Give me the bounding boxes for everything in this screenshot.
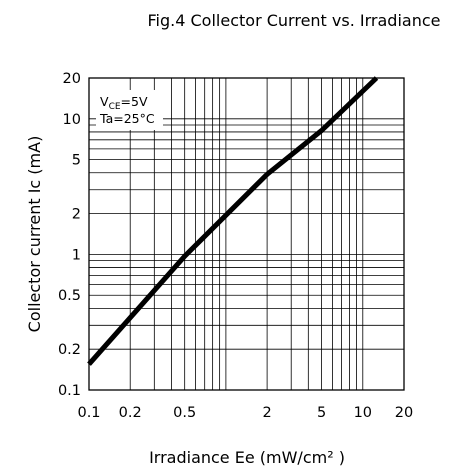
x-tick-label: 0.1 xyxy=(77,405,100,421)
y-tick-label: 0.2 xyxy=(58,342,81,358)
x-tick-label: 0.2 xyxy=(119,405,142,421)
x-tick-label: 10 xyxy=(354,405,372,421)
series-group xyxy=(87,76,379,366)
condition-ta: Ta=25°C xyxy=(99,111,155,126)
x-axis-label: Irradiance Ee (mW/cm² ) xyxy=(149,448,345,467)
x-tick-label: 0.5 xyxy=(173,405,196,421)
y-tick-label: 2 xyxy=(72,207,81,223)
y-tick-label: 5 xyxy=(72,153,81,169)
y-tick-label: 20 xyxy=(63,71,81,87)
x-tick-label: 2 xyxy=(262,405,271,421)
x-tick-label: 20 xyxy=(395,405,413,421)
y-tick-label: 0.1 xyxy=(58,383,81,399)
y-tick-label: 0.5 xyxy=(58,288,81,304)
tick-labels: 0.1 0.2 0.5 2 5 10 20 0.1 0.2 0.5 1 2 5 10 20 xyxy=(58,71,413,421)
plot-frame xyxy=(88,77,405,391)
series-line xyxy=(87,76,379,366)
x-tick-label: 5 xyxy=(317,405,326,421)
chart-title: Fig.4 Collector Current vs. Irradiance xyxy=(148,11,441,30)
condition-box: VCE=5V Ta=25°C xyxy=(96,90,163,130)
y-tick-label: 10 xyxy=(63,112,81,128)
y-axis-label: Collector current Ic (mA) xyxy=(25,136,44,333)
y-tick-label: 1 xyxy=(72,247,81,263)
